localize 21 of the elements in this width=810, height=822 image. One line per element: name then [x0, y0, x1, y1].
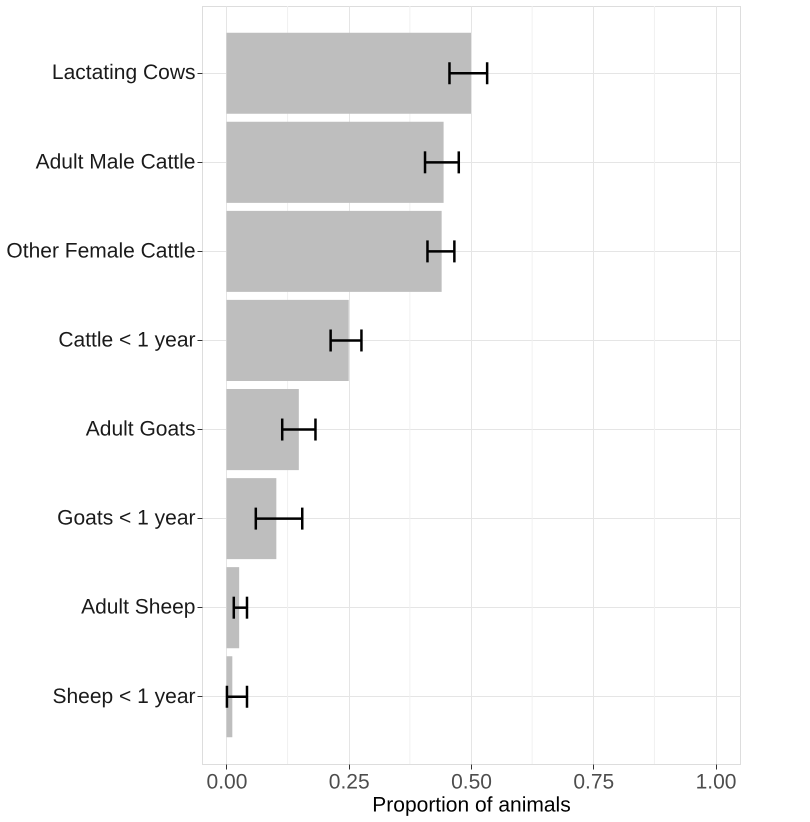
y-tick-label: Goats < 1 year: [57, 506, 196, 530]
y-tick-label: Lactating Cows: [52, 61, 196, 84]
y-tick-label: Adult Sheep: [81, 596, 196, 619]
bar: [226, 122, 444, 203]
x-axis-title: Proportion of animals: [372, 794, 571, 816]
bar: [226, 567, 240, 648]
y-tick-label: Adult Goats: [86, 418, 196, 441]
x-tick-label: 0.00: [206, 770, 248, 794]
y-tick-label: Other Female Cattle: [6, 239, 196, 262]
y-tick-label: Adult Male Cattle: [36, 150, 196, 174]
x-tick-label: 0.25: [328, 770, 370, 794]
x-tick-label: 0.75: [573, 770, 614, 794]
bar: [226, 478, 276, 560]
bar: [226, 210, 442, 292]
bar: [226, 300, 349, 381]
x-tick-label: 0.50: [451, 770, 492, 794]
bar: [226, 32, 471, 114]
x-tick-label: 1.00: [696, 770, 736, 794]
bar: [226, 389, 299, 470]
y-tick-label: Cattle < 1 year: [58, 328, 196, 352]
y-tick-label: Sheep < 1 year: [52, 684, 196, 708]
